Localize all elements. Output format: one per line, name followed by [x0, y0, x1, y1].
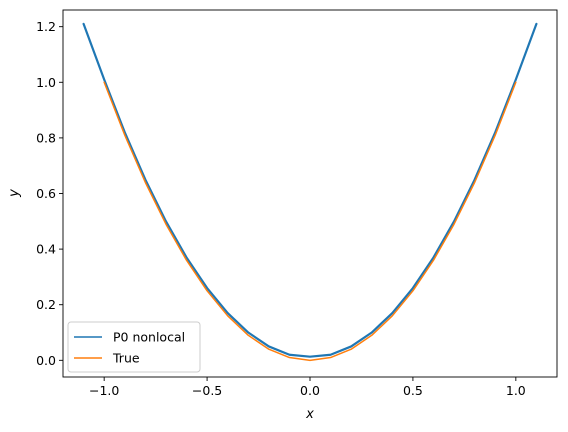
x-tick-label: 0.0 [300, 383, 320, 398]
x-tick-label: 1.0 [506, 383, 526, 398]
y-tick-label: 1.2 [36, 19, 56, 34]
series-line-p0-nonlocal [82, 22, 538, 358]
series-layer [82, 22, 538, 362]
series-line-true [103, 81, 517, 362]
x-axis-label: x [305, 407, 314, 422]
y-tick-label: 0.2 [36, 297, 56, 312]
y-axis-label: y [7, 189, 22, 198]
y-tick-label: 0.6 [36, 186, 56, 201]
y-tick-label: 0.0 [36, 353, 56, 368]
y-tick-label: 0.8 [36, 130, 56, 145]
x-tick-label: −0.5 [192, 383, 222, 398]
legend-label-p0-nonlocal: P0 nonlocal [113, 330, 185, 345]
y-tick-label: 1.0 [36, 75, 56, 90]
x-axis: −1.0 −0.5 0.0 0.5 1.0 [89, 377, 526, 398]
legend: P0 nonlocal True [67, 321, 201, 373]
y-axis: 0.0 0.2 0.4 0.6 0.8 1.0 1.2 [36, 19, 63, 368]
x-tick-label: 0.5 [403, 383, 423, 398]
y-tick-label: 0.4 [36, 242, 56, 257]
x-tick-label: −1.0 [89, 383, 119, 398]
legend-box [67, 321, 201, 373]
legend-label-true: True [112, 351, 140, 366]
